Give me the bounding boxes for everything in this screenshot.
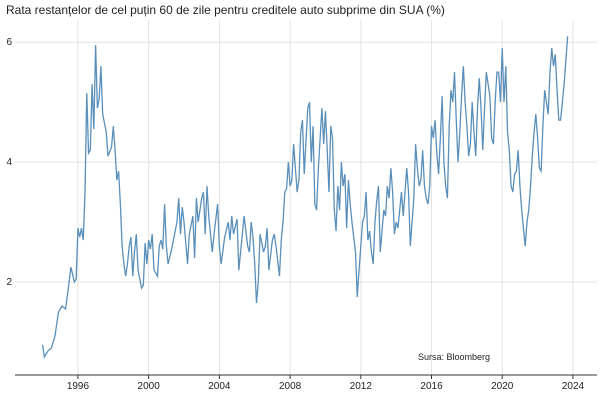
x-tick-label: 2020 <box>491 381 514 392</box>
line <box>41 36 569 359</box>
y-tick-label: 6 <box>6 37 12 48</box>
x-tick-label: 1996 <box>67 381 90 392</box>
y-tick-label: 4 <box>6 157 12 168</box>
y-tick-label: 2 <box>6 277 12 288</box>
x-tick-label: 2000 <box>138 381 161 392</box>
chart-title: Rata restanțelor de cel puțin 60 de zile… <box>6 3 445 17</box>
x-tick-label: 2004 <box>208 381 231 392</box>
x-tick-label: 2008 <box>279 381 302 392</box>
x-tick-label: 2016 <box>420 381 443 392</box>
x-tick-label: 2024 <box>562 381 585 392</box>
x-tick-label: 2012 <box>350 381 373 392</box>
annotation: Sursa: Bloomberg <box>418 352 490 362</box>
